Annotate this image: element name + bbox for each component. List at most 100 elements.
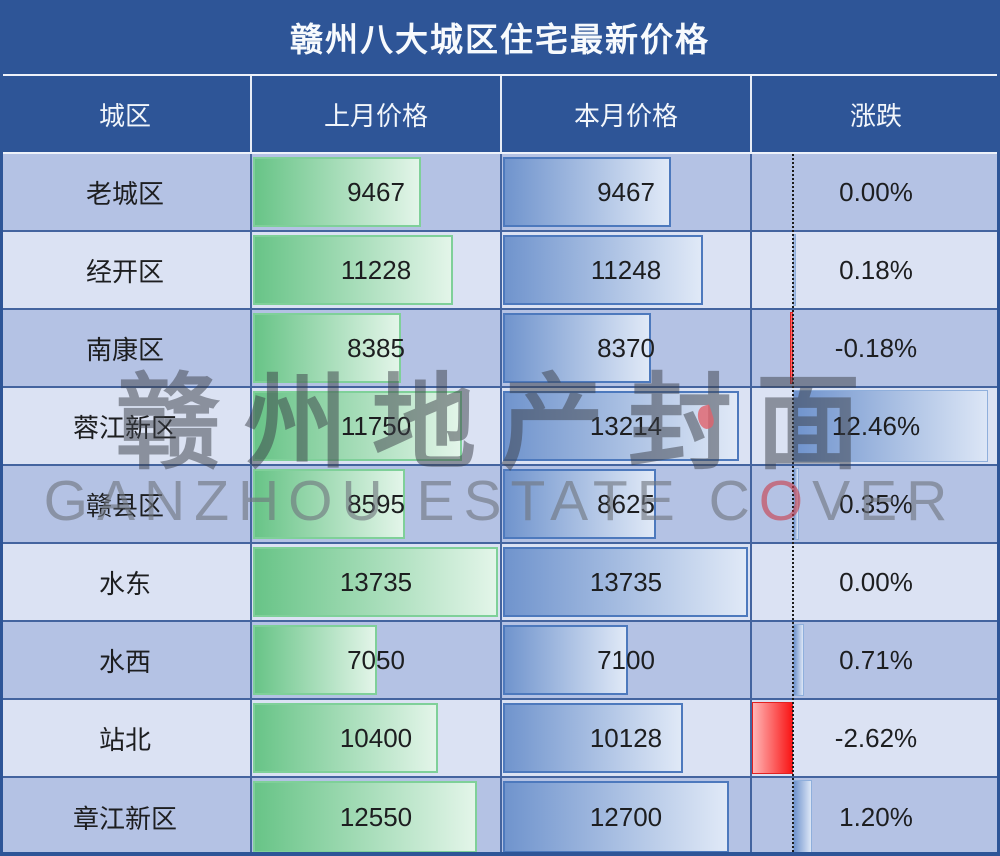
column-header-district: 城区 (98, 100, 151, 131)
change-bar (793, 234, 796, 306)
current-price-bar (503, 625, 629, 695)
last-price-bar (253, 235, 453, 305)
current-price-value: 13735 (589, 566, 663, 597)
current-price-bar (503, 235, 704, 305)
table-row: 老城区 9467 9467 0.00% (0, 154, 1000, 232)
change-cell: 1.20% (750, 778, 1000, 856)
district-cell: 蓉江新区 (0, 388, 250, 464)
change-cell: 0.00% (750, 154, 1000, 230)
district-name: 水东 (98, 568, 151, 599)
current-price-value: 12700 (589, 801, 663, 832)
district-name: 赣县区 (85, 490, 164, 521)
page-title: 赣州八大城区住宅最新价格 (290, 21, 710, 58)
district-cell: 水西 (0, 622, 250, 698)
district-cell: 南康区 (0, 310, 250, 386)
change-value: 0.00% (839, 176, 913, 207)
district-cell: 章江新区 (0, 778, 250, 856)
current-price-bar (503, 703, 683, 773)
district-cell: 经开区 (0, 232, 250, 308)
table-row: 站北 10400 10128 -2.62% (0, 700, 1000, 778)
table-row: 蓉江新区 11750 13214 12.46% (0, 388, 1000, 466)
district-cell: 赣县区 (0, 466, 250, 542)
current-price-cell: 10128 (500, 700, 750, 776)
current-price-value: 10128 (589, 722, 663, 753)
district-cell: 老城区 (0, 154, 250, 230)
last-price-bar (253, 313, 402, 383)
last-price-cell: 7050 (250, 622, 500, 698)
last-price-bar (253, 157, 421, 227)
district-name: 老城区 (85, 178, 164, 209)
last-price-bar (253, 547, 498, 617)
district-name: 站北 (98, 724, 151, 755)
current-price-cell: 8370 (500, 310, 750, 386)
change-cell: -2.62% (750, 700, 1000, 776)
table-header-row: 城区 上月价格 本月价格 涨跌 (0, 74, 1000, 154)
change-value: -0.18% (834, 332, 918, 363)
current-price-cell: 9467 (500, 154, 750, 230)
change-cell: 0.35% (750, 466, 1000, 542)
table-row: 水东 13735 13735 0.00% (0, 544, 1000, 622)
current-price-cell: 7100 (500, 622, 750, 698)
change-value: 0.35% (839, 488, 913, 519)
change-value: 0.00% (839, 566, 913, 597)
last-price-cell: 9467 (250, 154, 500, 230)
last-price-cell: 10400 (250, 700, 500, 776)
change-cell: -0.18% (750, 310, 1000, 386)
current-price-bar (503, 313, 652, 383)
last-price-value: 8595 (347, 488, 405, 519)
district-name: 水西 (98, 646, 151, 677)
table-row: 经开区 11228 11248 0.18% (0, 232, 1000, 310)
current-price-bar (503, 547, 748, 617)
table-body: 老城区 9467 9467 0.00% 经开区 11228 11248 0.18% 南康区 838… (0, 154, 1000, 856)
last-price-value: 9467 (347, 176, 405, 207)
district-name: 蓉江新区 (72, 412, 177, 443)
last-price-bar (253, 625, 378, 695)
change-bar (793, 468, 799, 540)
table-row: 南康区 8385 8370 -0.18% (0, 310, 1000, 388)
last-price-value: 11750 (340, 410, 412, 441)
last-price-bar (253, 703, 438, 773)
last-price-cell: 11750 (250, 388, 500, 464)
district-name: 章江新区 (72, 803, 177, 834)
last-price-bar (253, 391, 463, 461)
change-value: 0.18% (839, 254, 913, 285)
last-price-cell: 12550 (250, 778, 500, 856)
current-price-cell: 12700 (500, 778, 750, 856)
table-row: 水西 7050 7100 0.71% (0, 622, 1000, 700)
column-header-change: 涨跌 (750, 76, 1000, 152)
change-bar (793, 780, 812, 854)
last-price-bar (253, 781, 477, 853)
last-price-cell: 13735 (250, 544, 500, 620)
last-price-value: 13735 (339, 566, 413, 597)
last-price-value: 11228 (340, 254, 412, 285)
last-price-value: 8385 (347, 332, 405, 363)
last-price-cell: 8595 (250, 466, 500, 542)
change-cell: 12.46% (750, 388, 1000, 464)
change-bar (790, 312, 793, 384)
change-value: -2.62% (834, 722, 918, 753)
district-name: 南康区 (85, 334, 164, 365)
column-header-last-price: 上月价格 (250, 76, 500, 152)
table-row: 赣县区 8595 8625 0.35% (0, 466, 1000, 544)
change-cell: 0.71% (750, 622, 1000, 698)
last-price-cell: 11228 (250, 232, 500, 308)
current-price-cell: 11248 (500, 232, 750, 308)
last-price-value: 7050 (347, 644, 405, 675)
current-price-value: 11248 (590, 254, 662, 285)
current-price-value: 9467 (597, 176, 655, 207)
change-bar (752, 702, 793, 774)
change-value: 1.20% (839, 801, 913, 832)
current-price-value: 8370 (597, 332, 655, 363)
district-name: 经开区 (85, 256, 164, 287)
title-bar: 赣州八大城区住宅最新价格 (0, 0, 1000, 74)
change-value: 12.46% (831, 410, 921, 441)
current-price-value: 13214 (589, 410, 663, 441)
change-bar (793, 624, 805, 696)
change-cell: 0.00% (750, 544, 1000, 620)
current-price-cell: 13735 (500, 544, 750, 620)
table-row: 章江新区 12550 12700 1.20% (0, 778, 1000, 856)
last-price-bar (253, 469, 406, 539)
current-price-value: 8625 (597, 488, 655, 519)
current-price-bar (503, 157, 671, 227)
